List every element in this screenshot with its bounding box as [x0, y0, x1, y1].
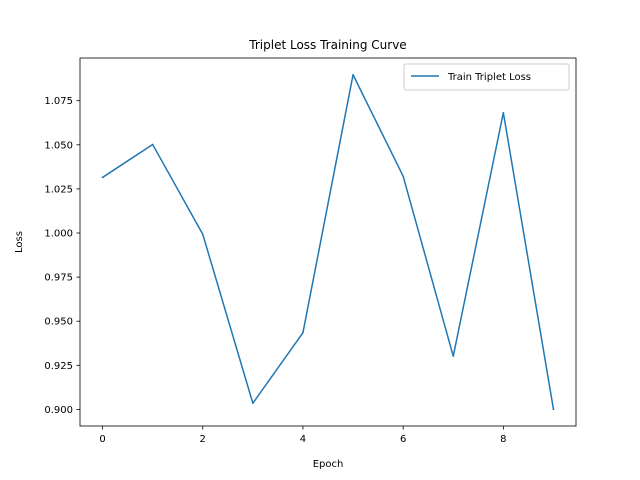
series-points: [101, 74, 555, 410]
data-point: [201, 233, 204, 235]
y-tick-label: 0.900: [44, 405, 73, 416]
x-tick-label: 4: [300, 434, 306, 445]
legend-frame: [403, 63, 570, 91]
y-tick-label: 0.925: [44, 361, 73, 372]
y-axis-label: Loss: [14, 231, 25, 253]
data-point: [402, 175, 404, 177]
x-axis-ticks: 0 2 4 6 8: [99, 426, 507, 445]
data-point: [302, 331, 304, 334]
x-tick-label: 8: [500, 434, 506, 445]
y-axis-ticks: 0.900 0.925 0.950 0.975 1.000 1.025 1.050 1.075: [44, 96, 80, 416]
data-point: [352, 74, 354, 76]
plot-area-frame: [79, 57, 577, 427]
data-point: [101, 176, 104, 179]
y-tick-label: 1.000: [44, 229, 73, 240]
data-point: [252, 402, 254, 404]
y-tick-label: 1.025: [44, 184, 73, 195]
x-tick-label: 2: [200, 434, 206, 445]
chart-title: Triplet Loss Training Curve: [248, 38, 406, 52]
y-tick-label: 0.975: [44, 273, 73, 284]
y-tick-label: 1.075: [44, 96, 73, 107]
data-point: [452, 355, 455, 357]
legend-label-train-triplet-loss: Train Triplet Loss: [447, 72, 531, 83]
x-tick-label: 6: [400, 434, 406, 445]
x-tick-label: 0: [99, 434, 105, 445]
y-tick-label: 1.050: [44, 140, 73, 151]
y-tick-label: 0.950: [44, 317, 73, 328]
data-point: [151, 143, 154, 146]
series-line-train-triplet-loss: [101, 74, 555, 411]
data-point: [552, 408, 555, 410]
data-point: [502, 111, 505, 114]
legend: Train Triplet Loss: [403, 63, 570, 91]
x-axis-label: Epoch: [313, 459, 344, 470]
